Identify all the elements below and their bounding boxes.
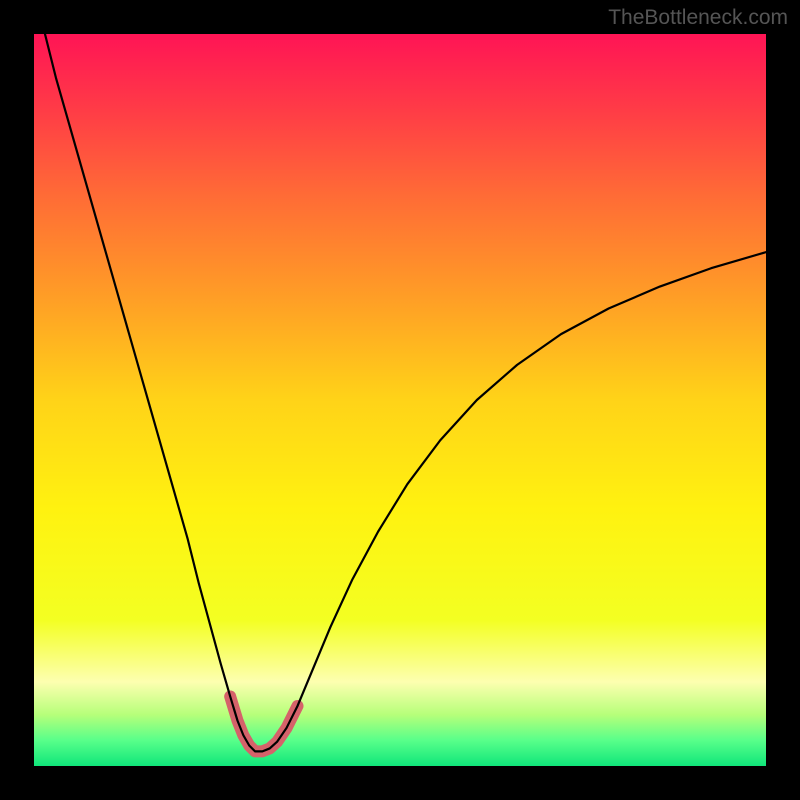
gradient-background [34,34,766,766]
watermark-text: TheBottleneck.com [608,6,788,30]
chart-container: TheBottleneck.com [0,0,800,800]
chart-svg [34,34,766,766]
plot-area [34,34,766,766]
